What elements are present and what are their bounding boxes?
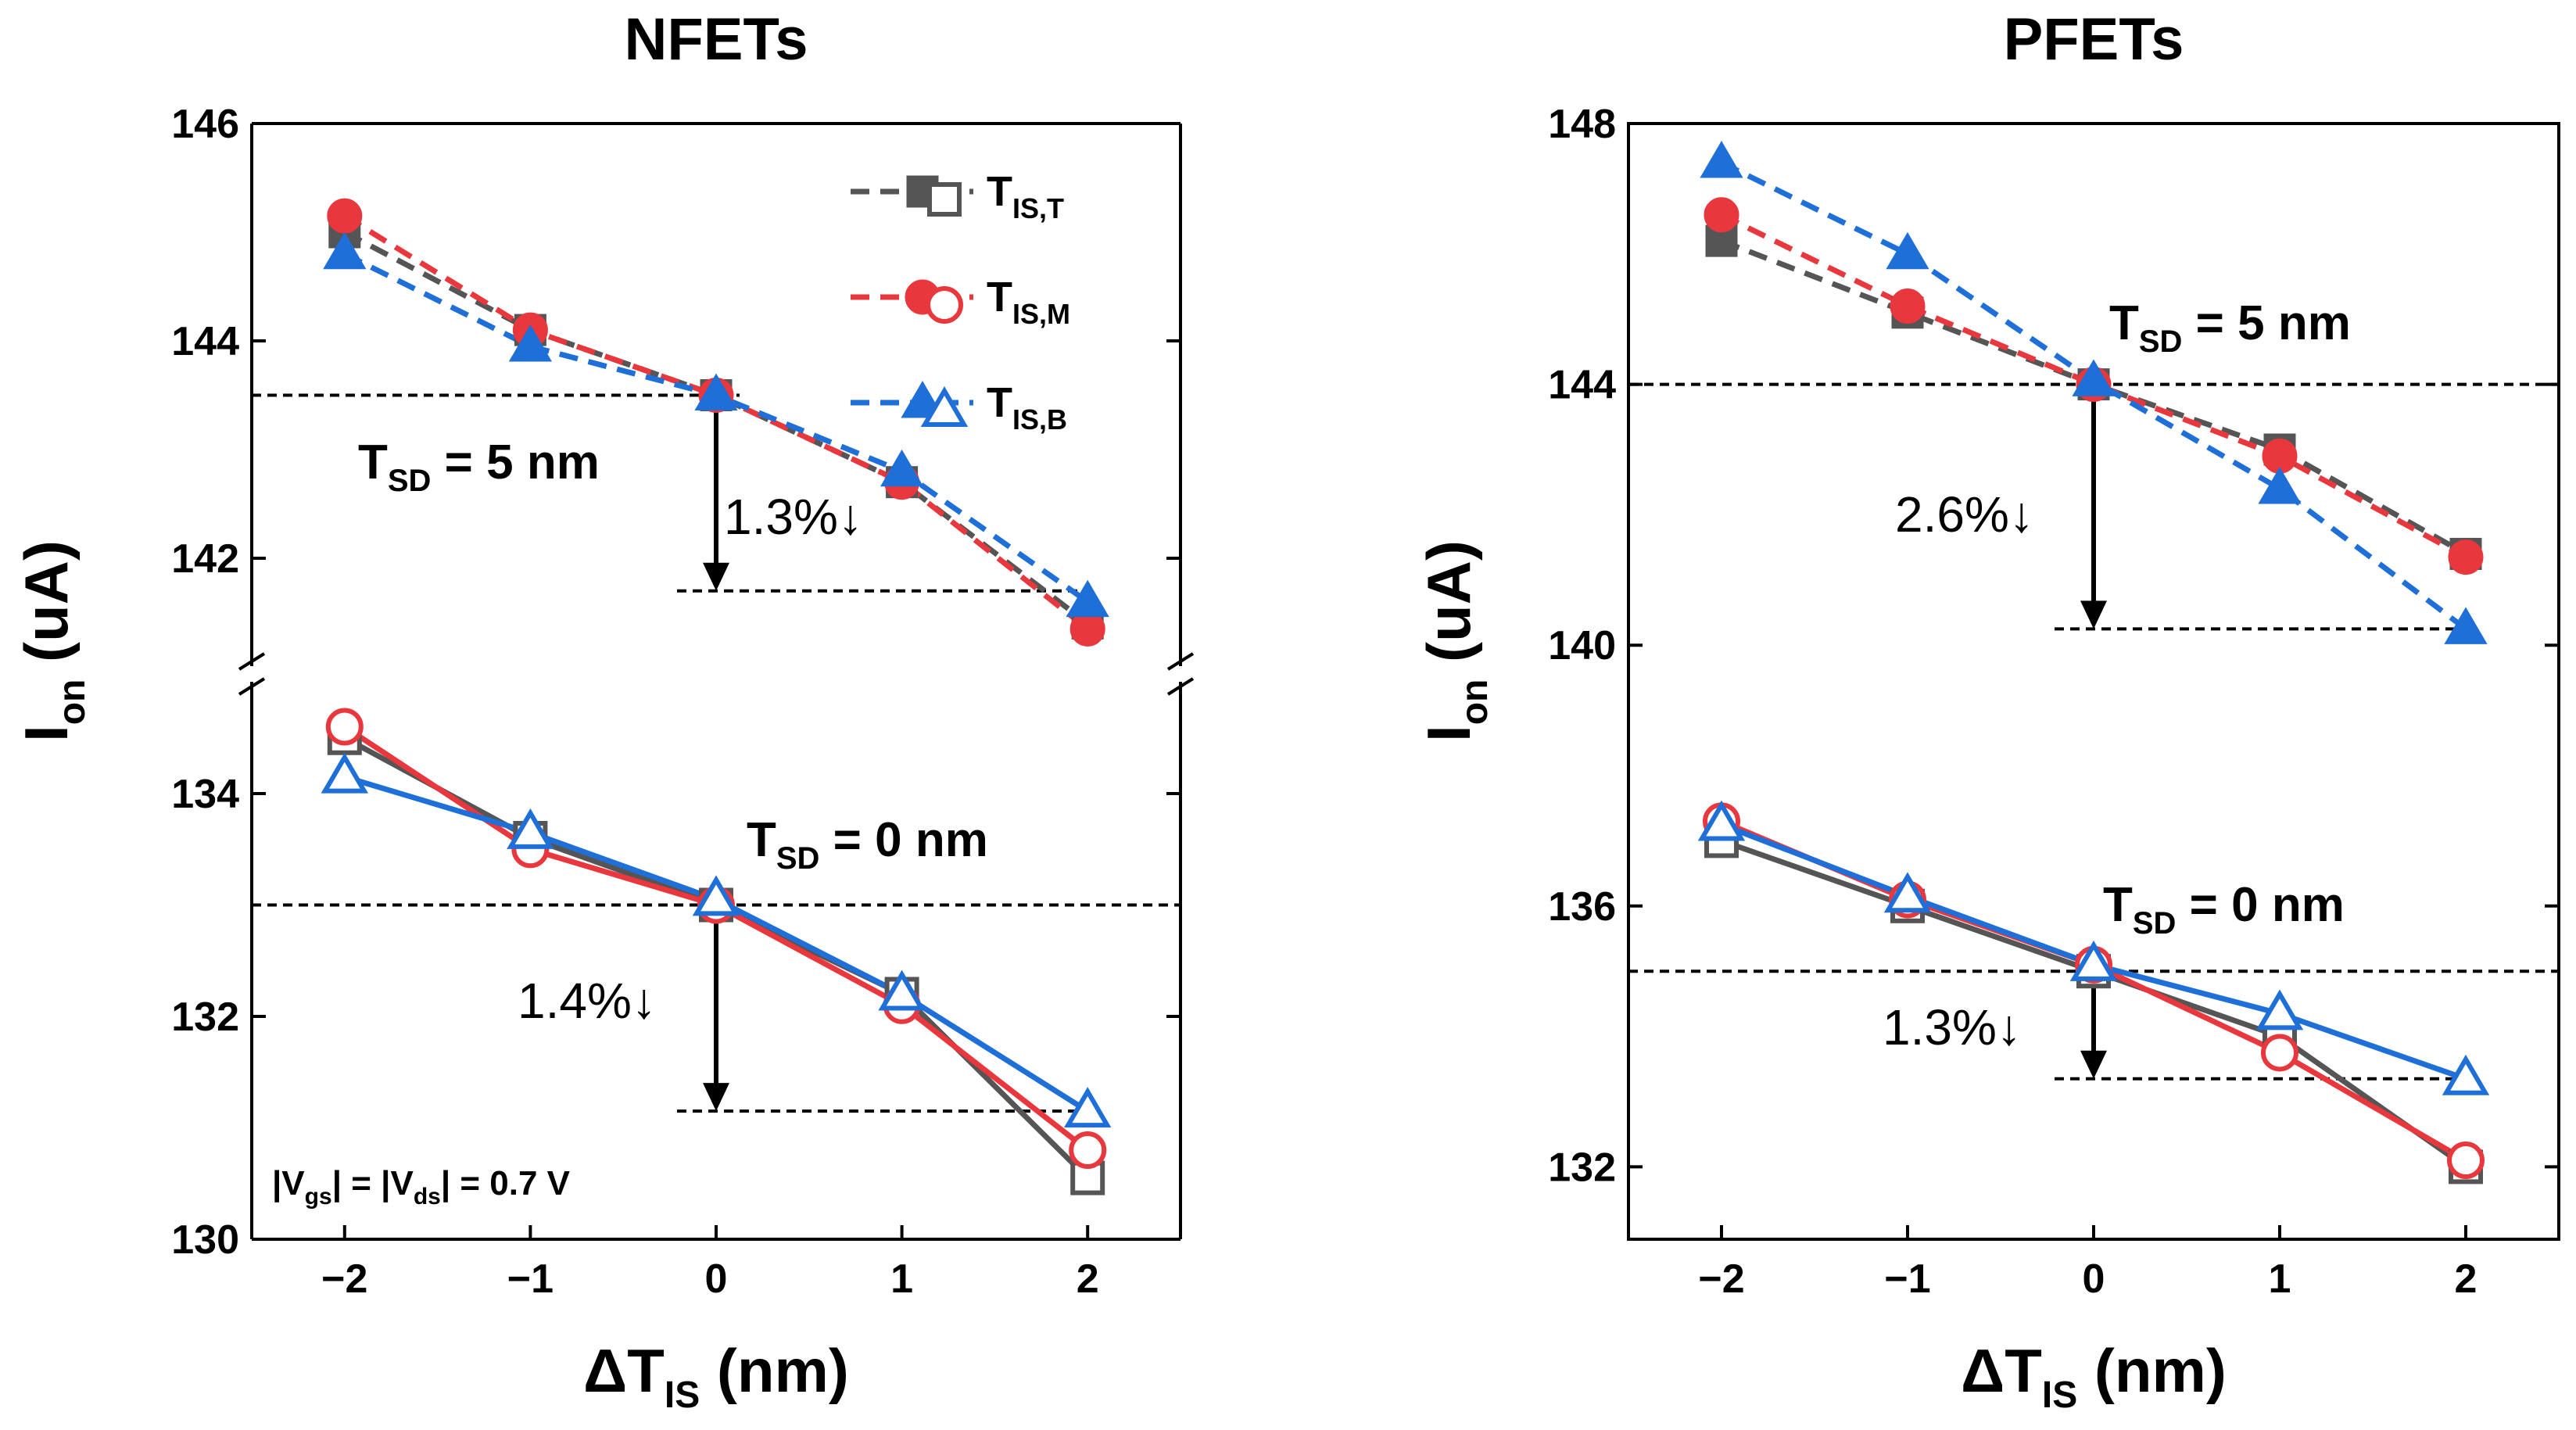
nfets-lower-y-tick-label-3: 134 <box>171 772 239 817</box>
pfets-panel: PFETs Ion (uA) ΔTIS (nm) 132 136 140 144 148… <box>1414 6 2560 1416</box>
nfets-upper-point-s2-5 <box>1069 611 1105 647</box>
pfets-x-tick-label-1: −2 <box>1698 1256 1744 1302</box>
bias-condition-note: |Vgs| = |Vds| = 0.7 V <box>272 1164 571 1210</box>
legend-label-1: TIS,T <box>987 168 1064 224</box>
nfets-x-tick-label-2: −1 <box>507 1256 554 1302</box>
nfets-x-tick-label-3: 0 <box>705 1256 728 1302</box>
pfets-y-tick-label-2: 136 <box>1548 884 1616 930</box>
pfets-upper-point-s3-5 <box>2444 607 2488 644</box>
pfets-x-tick-label-4: 1 <box>2269 1256 2291 1302</box>
nfets-upper-point-s3-2 <box>508 324 553 362</box>
pfets-lower-point-s3-1 <box>1697 800 1746 841</box>
legend-marker-open-3 <box>920 386 969 427</box>
legend-marker-open-1 <box>927 182 962 217</box>
pfets-upper-point-s2-1 <box>1704 197 1739 233</box>
nfets-x-label: ΔTIS (nm) <box>583 1336 849 1416</box>
nfets-upper-line-2 <box>342 213 1090 632</box>
pfets-y-tick-label-1: 132 <box>1548 1145 1616 1190</box>
legend-entry-2: TIS,M <box>851 274 1070 330</box>
nfets-reference-lines <box>252 393 1181 1113</box>
pfets-tsd0-percent: 1.3%↓ <box>1883 999 2022 1055</box>
nfets-upper-y-ticks: 142 144 146 <box>171 102 1181 582</box>
pfets-upper-point-s3-1 <box>1700 141 1743 178</box>
pfets-lower-point-s2-4 <box>2261 1034 2298 1072</box>
nfets-upper-y-tick-label-1: 142 <box>171 536 239 582</box>
break-mark-right-1 <box>1166 652 1195 671</box>
pfets-lower-arrow-head <box>2080 1050 2107 1079</box>
nfets-lower-y-tick-label-1: 130 <box>171 1217 239 1263</box>
pfets-tsd5-percent: 2.6%↓ <box>1895 486 2034 543</box>
nfets-lower-point-s3-3 <box>692 875 740 916</box>
pfets-y-tick-label-3: 140 <box>1548 623 1616 668</box>
nfets-axis-break <box>238 652 1195 696</box>
nfets-lower-point-s3-1 <box>321 752 369 794</box>
pfets-upper-point-s2-5 <box>2448 539 2484 575</box>
pfets-upper-point-s2-2 <box>1890 289 1926 324</box>
pfets-reference-lines <box>1628 382 2559 1081</box>
pfets-tsd5-label: TSD = 5 nm <box>2109 296 2351 359</box>
nfets-x-tick-label-5: 2 <box>1077 1256 1099 1302</box>
pfets-lower-point-s2-5 <box>2447 1141 2485 1180</box>
pfets-upper-arrow-head <box>2080 600 2107 629</box>
legend-label-2: TIS,M <box>987 274 1070 330</box>
nfets-x-tick-label-4: 1 <box>890 1256 913 1302</box>
legend: TIS,T TIS,M TIS,B <box>851 168 1070 435</box>
pfets-x-tick-label-2: −1 <box>1884 1256 1930 1302</box>
nfets-tsd0-label: TSD = 0 nm <box>747 813 988 876</box>
nfets-lower-point-s3-2 <box>507 808 554 849</box>
nfets-upper-y-tick-label-2: 144 <box>171 319 239 364</box>
legend-entry-3: TIS,B <box>851 379 1067 435</box>
pfets-frame <box>1627 122 2560 1241</box>
nfets-lower-point-s2-1 <box>325 708 364 746</box>
nfets-upper-point-s3-1 <box>323 231 367 270</box>
nfets-series <box>321 198 1112 1195</box>
nfets-upper-point-s3-3 <box>694 373 738 410</box>
nfets-lower-point-s3-5 <box>1063 1087 1112 1128</box>
pfets-x-tick-label-5: 2 <box>2455 1256 2477 1302</box>
pfets-lower-point-s3-2 <box>1883 872 1932 913</box>
nfets-title: NFETs <box>624 6 808 73</box>
pfets-upper-point-s3-2 <box>1886 231 1929 270</box>
nfets-upper-point-s3-4 <box>880 449 924 487</box>
pfets-x-ticks: −2 −1 0 1 2 <box>1698 1225 2477 1302</box>
pfets-y-tick-label-5: 148 <box>1548 102 1616 147</box>
nfets-x-tick-label-1: −2 <box>321 1256 367 1302</box>
pfets-x-tick-label-3: 0 <box>2083 1256 2105 1302</box>
pfets-lower-point-s3-4 <box>2255 989 2304 1030</box>
nfets-upper-point-s2-1 <box>327 198 363 234</box>
nfets-tsd5-label: TSD = 5 nm <box>358 435 600 498</box>
pfets-lower-point-s3-5 <box>2442 1054 2490 1095</box>
nfets-tsd0-percent: 1.4%↓ <box>518 973 657 1029</box>
nfets-lower-point-s2-5 <box>1069 1131 1107 1169</box>
pfets-x-label: ΔTIS (nm) <box>1961 1336 2227 1416</box>
nfets-x-ticks: −2 −1 0 1 2 <box>321 1225 1099 1302</box>
pfets-y-ticks: 132 136 140 144 148 <box>1548 102 2559 1190</box>
nfets-upper-arrow-head <box>703 562 729 591</box>
break-mark-left-1 <box>238 652 266 671</box>
legend-label-3: TIS,B <box>987 379 1067 435</box>
pfets-series <box>1697 141 2490 1184</box>
pfets-upper-point-s3-3 <box>2072 359 2116 396</box>
pfets-y-tick-label-4: 144 <box>1548 363 1616 408</box>
pfets-title: PFETs <box>2004 6 2184 73</box>
nfets-lower-point-s3-4 <box>878 969 926 1011</box>
pfets-y-label: Ion (uA) <box>1414 540 1496 742</box>
legend-marker-open-2 <box>926 286 963 324</box>
nfets-y-label: Ion (uA) <box>12 540 93 742</box>
nfets-tsd5-percent: 1.3%↓ <box>724 489 863 545</box>
pfets-lower-point-s3-3 <box>2069 940 2118 981</box>
nfets-frame <box>250 122 1182 1241</box>
nfets-upper-point-s3-5 <box>1066 579 1109 618</box>
break-mark-left-2 <box>238 677 266 696</box>
pfets-tsd0-label: TSD = 0 nm <box>2103 878 2345 941</box>
legend-entry-1: TIS,T <box>851 168 1064 224</box>
pfets-upper-point-s3-4 <box>2258 467 2302 504</box>
nfets-lower-arrow-head <box>703 1083 729 1112</box>
nfets-upper-y-tick-label-3: 146 <box>171 102 239 147</box>
break-mark-right-2 <box>1166 677 1195 696</box>
nfets-lower-y-ticks: 130 132 134 <box>171 772 1181 1263</box>
nfets-lower-y-tick-label-2: 132 <box>171 995 239 1040</box>
